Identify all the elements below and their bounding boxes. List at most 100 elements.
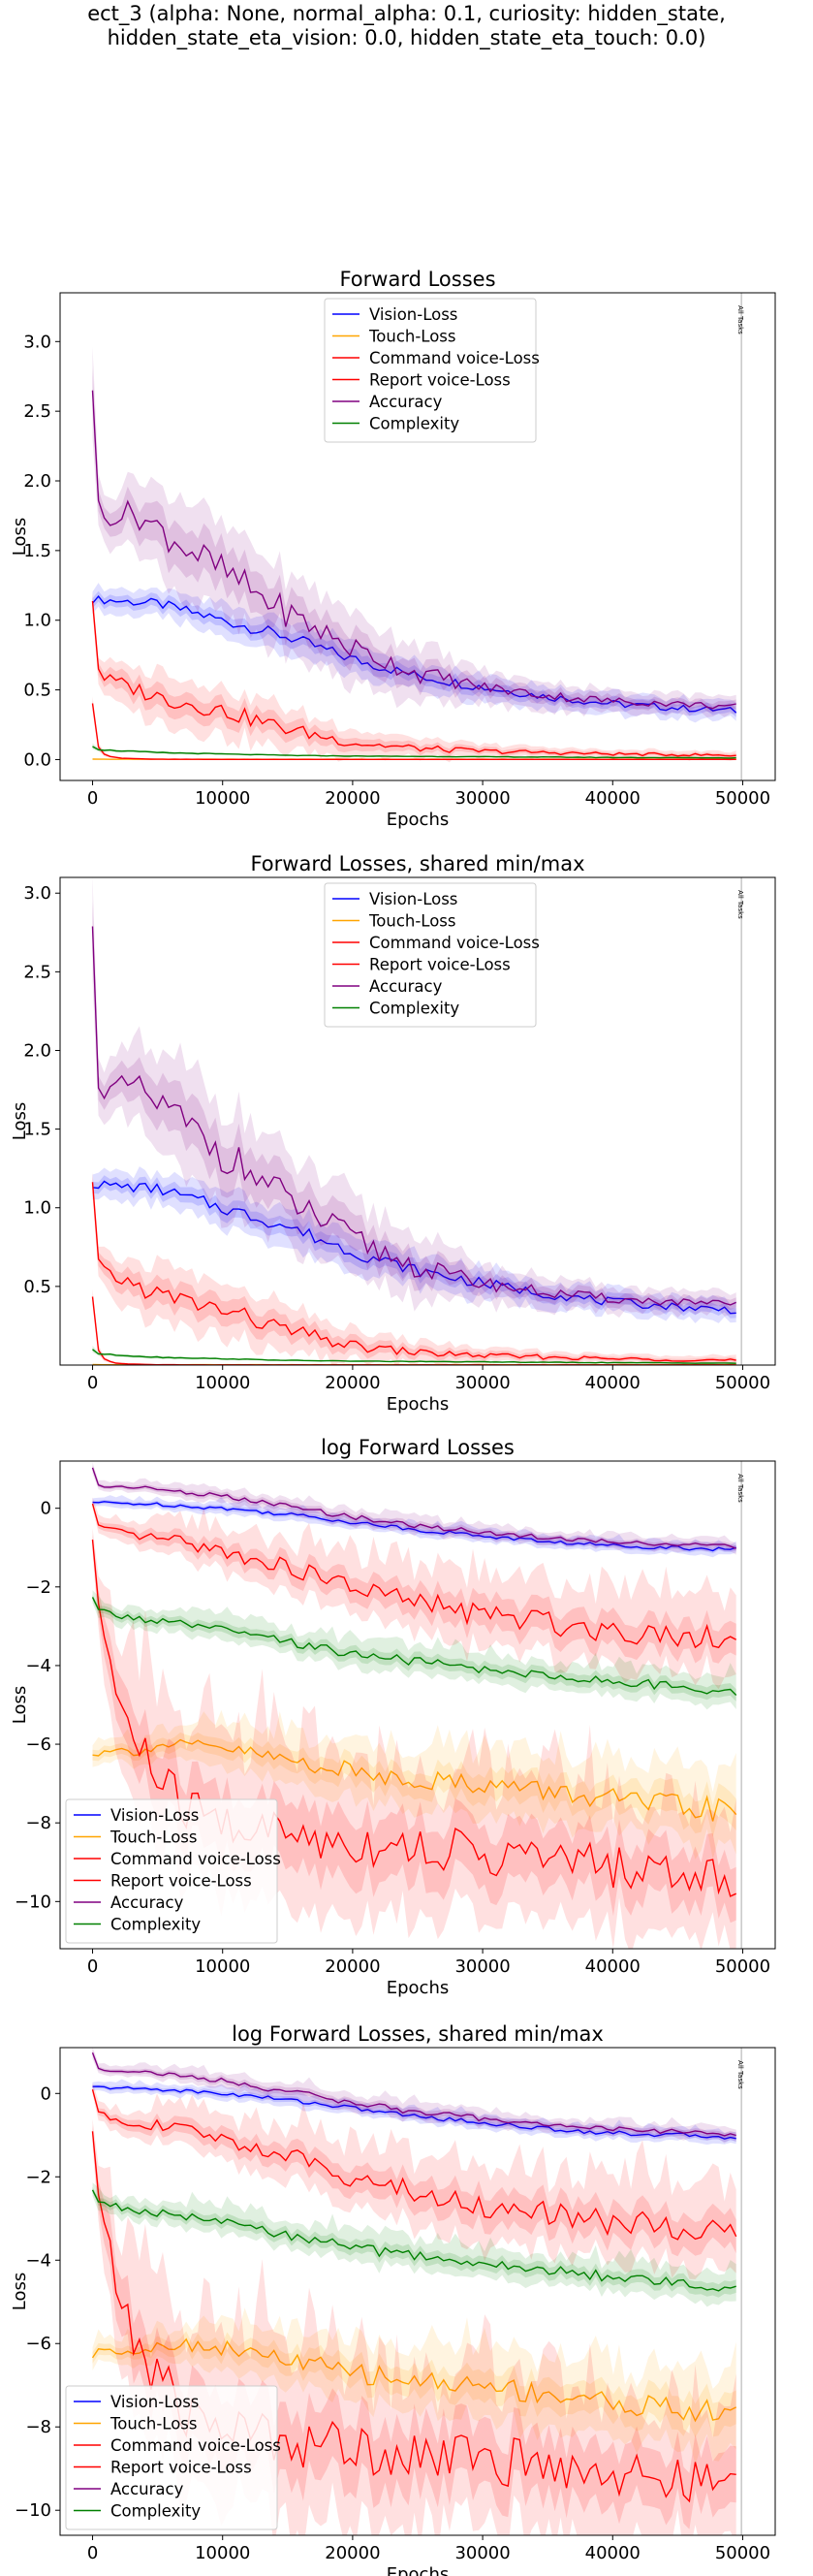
band-inner-touch: [92, 2331, 736, 2438]
y-tick-label: 3.0: [23, 883, 51, 904]
y-tick-label: 3.0: [23, 332, 51, 352]
legend-label-touch: Touch-Loss: [109, 1829, 198, 1847]
series-line-complexity: [91, 2189, 736, 2292]
legend-label-accuracy: Accuracy: [369, 977, 443, 996]
x-tick-label: 10000: [195, 2543, 250, 2563]
x-tick-label: 0: [87, 1956, 98, 1977]
legend-label-accuracy: Accuracy: [369, 393, 443, 411]
x-tick-label: 40000: [585, 1956, 641, 1977]
band-inner-vision: [92, 1499, 736, 1554]
x-tick-label: 50000: [715, 1373, 770, 1393]
band-inner-report: [92, 595, 736, 758]
legend-label-vision: Vision-Loss: [369, 890, 457, 908]
legend: Vision-Loss Touch-Loss Command voice-Loss R…: [65, 1798, 281, 1944]
y-tick-label: −4: [25, 1656, 51, 1676]
y-tick-label: −2: [25, 1577, 51, 1598]
y-tick-label: 1.5: [23, 1120, 51, 1140]
band-outer-touch: [92, 1709, 736, 1860]
task-boundary-label: All Tasks: [736, 1474, 744, 1503]
y-tick-label: 1.0: [23, 611, 51, 631]
band-outer-complexity: [92, 2182, 736, 2307]
series-line-report: [91, 1503, 737, 1649]
legend-label-accuracy: Accuracy: [110, 1893, 184, 1912]
legend: Vision-Loss Touch-Loss Command voice-Loss R…: [324, 882, 540, 1028]
y-tick-label: 2.0: [23, 471, 51, 492]
legend-box: [65, 2385, 278, 2530]
y-axis-label: Loss: [10, 1102, 30, 1140]
series-line-vision: [92, 1501, 736, 1552]
chart-panel-4: log Forward Losses, shared min/max All Ta…: [10, 2022, 776, 2576]
band-inner-vision: [92, 590, 736, 717]
y-axis-label: Loss: [10, 518, 30, 556]
band-inner-accuracy: [92, 368, 736, 714]
x-tick-label: 30000: [454, 1373, 510, 1393]
series-line-accuracy: [91, 926, 736, 1306]
legend-label-complexity: Complexity: [110, 1916, 201, 1934]
axes-frame: [59, 876, 776, 1366]
series-line-command: [91, 703, 736, 760]
x-tick-label: 20000: [325, 2543, 380, 2563]
band-outer-accuracy: [92, 877, 736, 1319]
band-outer-vision: [92, 1166, 736, 1323]
x-tick-label: 40000: [585, 2543, 641, 2563]
band-inner-accuracy: [92, 1465, 736, 1551]
legend-label-vision: Vision-Loss: [110, 2393, 199, 2411]
legend: Vision-Loss Touch-Loss Command voice-Loss R…: [65, 2385, 281, 2530]
legend-label-vision: Vision-Loss: [110, 1806, 199, 1825]
y-axis-label: Loss: [10, 2273, 30, 2310]
series-line-vision: [92, 2085, 736, 2140]
legend: Vision-Loss Touch-Loss Command voice-Loss R…: [324, 298, 540, 443]
y-tick-label: 0: [41, 2083, 51, 2104]
legend-label-complexity: Complexity: [369, 1000, 459, 1018]
series-line-accuracy: [91, 390, 736, 710]
x-tick-label: 20000: [325, 788, 380, 809]
series-line-touch: [92, 1738, 737, 1822]
chart-title: log Forward Losses, shared min/max: [232, 2022, 604, 2046]
series-line-report: [91, 600, 736, 757]
legend-label-touch: Touch-Loss: [368, 328, 456, 346]
legend-label-report: Report voice-Loss: [110, 2459, 252, 2477]
y-tick-label: 2.5: [23, 401, 51, 422]
legend-label-vision: Vision-Loss: [369, 305, 457, 324]
band-inner-complexity: [92, 2186, 736, 2298]
y-tick-label: −10: [15, 1892, 51, 1912]
series-line-vision: [92, 1180, 736, 1315]
figure-suptitle: ect_3 (alpha: None, normal_alpha: 0.1, c…: [87, 2, 726, 49]
chart-title: Forward Losses, shared min/max: [250, 852, 584, 875]
y-tick-label: 1.0: [23, 1198, 51, 1219]
band-outer-accuracy: [92, 2048, 736, 2144]
axes-frame: [59, 2047, 776, 2536]
y-tick-label: 1.5: [23, 541, 51, 561]
chart-title: Forward Losses: [339, 268, 495, 291]
x-axis-label: Epochs: [387, 2564, 450, 2576]
legend-label-command: Command voice-Loss: [110, 1850, 281, 1868]
band-inner-report: [92, 1176, 736, 1364]
legend-label-command: Command voice-Loss: [110, 2436, 281, 2455]
legend-box: [324, 298, 537, 443]
y-tick-label: 0.0: [23, 749, 51, 770]
y-tick-label: −2: [25, 2167, 51, 2187]
x-tick-label: 40000: [585, 788, 641, 809]
x-tick-label: 50000: [715, 2543, 770, 2563]
x-tick-label: 0: [87, 2543, 98, 2563]
x-tick-label: 10000: [195, 788, 250, 809]
series-line-complexity: [91, 1597, 737, 1696]
series-line-accuracy: [91, 2051, 736, 2137]
task-boundary-label: All Tasks: [736, 305, 744, 334]
band-outer-touch: [92, 2307, 736, 2465]
band-outer-vision: [92, 583, 736, 723]
x-tick-label: 20000: [325, 1373, 380, 1393]
y-tick-label: −6: [25, 1734, 51, 1755]
y-axis-label: Loss: [10, 1686, 30, 1724]
legend-label-command: Command voice-Loss: [369, 349, 540, 367]
x-tick-label: 10000: [195, 1373, 250, 1393]
series-line-report: [91, 2089, 737, 2241]
band-outer-report: [92, 1171, 736, 1365]
axes-frame: [59, 1460, 776, 1950]
chart-title: log Forward Losses: [321, 1436, 515, 1459]
x-tick-label: 0: [87, 1373, 98, 1393]
task-boundary-label: All Tasks: [736, 2060, 744, 2089]
band-inner-report: [92, 2087, 736, 2257]
x-tick-label: 30000: [454, 1956, 510, 1977]
legend-label-complexity: Complexity: [110, 2502, 201, 2521]
